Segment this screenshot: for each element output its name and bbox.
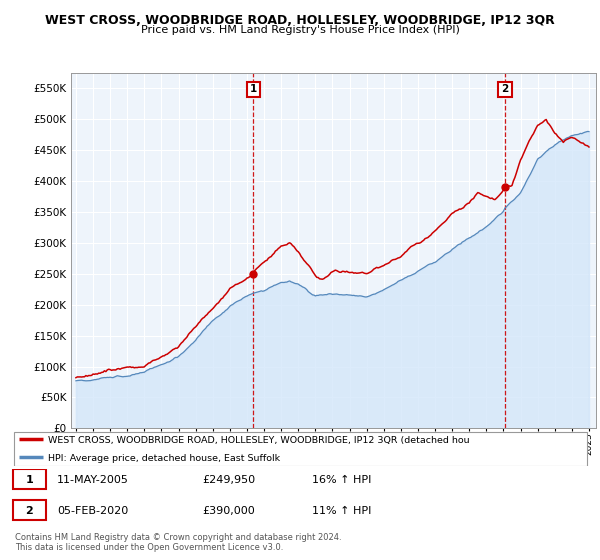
Text: Price paid vs. HM Land Registry's House Price Index (HPI): Price paid vs. HM Land Registry's House … [140, 25, 460, 35]
Text: HPI: Average price, detached house, East Suffolk: HPI: Average price, detached house, East… [49, 454, 281, 463]
Text: Contains HM Land Registry data © Crown copyright and database right 2024.: Contains HM Land Registry data © Crown c… [15, 533, 341, 542]
Text: 2: 2 [502, 85, 509, 95]
Text: 1: 1 [250, 85, 257, 95]
Text: 1: 1 [25, 475, 33, 484]
Text: 16% ↑ HPI: 16% ↑ HPI [312, 475, 371, 484]
FancyBboxPatch shape [13, 469, 46, 489]
Text: £249,950: £249,950 [202, 475, 255, 484]
Text: 11-MAY-2005: 11-MAY-2005 [57, 475, 129, 484]
FancyBboxPatch shape [13, 501, 46, 520]
Text: £390,000: £390,000 [202, 506, 254, 516]
Text: 2: 2 [25, 506, 33, 516]
Text: This data is licensed under the Open Government Licence v3.0.: This data is licensed under the Open Gov… [15, 543, 283, 552]
Text: WEST CROSS, WOODBRIDGE ROAD, HOLLESLEY, WOODBRIDGE, IP12 3QR (detached hou: WEST CROSS, WOODBRIDGE ROAD, HOLLESLEY, … [49, 436, 470, 445]
Text: 05-FEB-2020: 05-FEB-2020 [57, 506, 128, 516]
FancyBboxPatch shape [14, 432, 587, 466]
Text: WEST CROSS, WOODBRIDGE ROAD, HOLLESLEY, WOODBRIDGE, IP12 3QR: WEST CROSS, WOODBRIDGE ROAD, HOLLESLEY, … [45, 14, 555, 27]
Text: 11% ↑ HPI: 11% ↑ HPI [312, 506, 371, 516]
